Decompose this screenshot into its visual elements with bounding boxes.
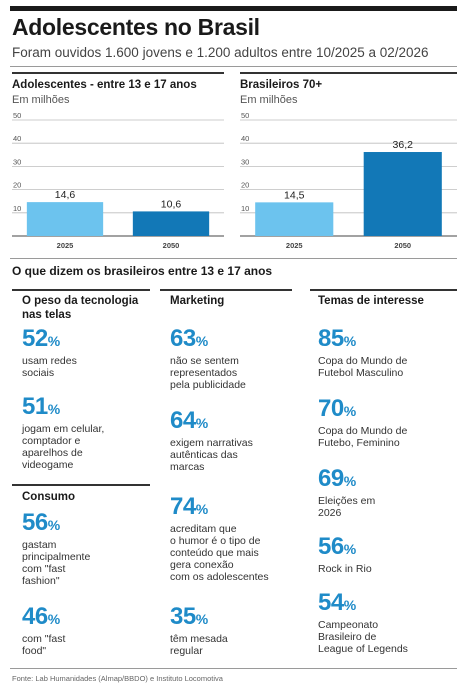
chart-brasileiros-70: 10 20 30 40 50 14,5 2025 36,2 2050 bbox=[240, 111, 457, 250]
stat-narrativas: 64% exigem narrativas autênticas das mar… bbox=[170, 407, 253, 474]
stat-desc: têm mesada regular bbox=[170, 633, 228, 657]
stat-desc: Campeonato Brasileiro de League of Legen… bbox=[318, 619, 408, 655]
stat-rock-in-rio: 56% Rock in Rio bbox=[318, 533, 372, 576]
y-tick-label: 20 bbox=[13, 181, 21, 190]
stat-lol: 54% Campeonato Brasileiro de League of L… bbox=[318, 589, 408, 656]
y-tick-label: 10 bbox=[13, 204, 21, 213]
divider bbox=[10, 668, 457, 669]
stat-value: 35 bbox=[170, 603, 196, 630]
chart1-unit: Em milhões bbox=[12, 94, 70, 106]
source-note: Fonte: Lab Humanidades (Almap/BBDO) e In… bbox=[12, 674, 223, 683]
stat-desc: usam redes sociais bbox=[22, 355, 77, 379]
y-tick-label: 20 bbox=[241, 181, 249, 190]
stat-fast-fashion: 56% gastam principalmente com "fast fash… bbox=[22, 509, 91, 588]
bar-2025 bbox=[26, 202, 104, 236]
y-tick-label: 10 bbox=[241, 204, 249, 213]
percent-sign: % bbox=[343, 333, 357, 349]
stat-desc: não se sentem representados pela publici… bbox=[170, 355, 246, 391]
bar-2050 bbox=[363, 152, 442, 236]
y-tick-label: 30 bbox=[241, 157, 249, 166]
stat-eleicoes: 69% Eleições em 2026 bbox=[318, 465, 376, 520]
stat-desc: Eleições em 2026 bbox=[318, 495, 376, 519]
stat-value: 56 bbox=[318, 533, 344, 560]
percent-sign: % bbox=[47, 517, 61, 533]
divider bbox=[10, 66, 457, 67]
y-tick-label: 40 bbox=[13, 134, 21, 143]
survey-title: O que dizem os brasileiros entre 13 e 17… bbox=[12, 264, 273, 278]
percent-sign: % bbox=[343, 473, 357, 489]
marketing-title: Marketing bbox=[170, 295, 225, 307]
x-tick-label: 2025 bbox=[286, 241, 303, 250]
stat-humor: 74% acreditam que o humor é o tipo de co… bbox=[170, 493, 269, 584]
y-tick-label: 50 bbox=[241, 111, 249, 120]
stat-desc: exigem narrativas autênticas das marcas bbox=[170, 437, 253, 473]
chart-adolescentes: 10 20 30 40 50 14,6 2025 10,6 2050 bbox=[12, 111, 224, 250]
chart1-title: Adolescentes - entre 13 e 17 anos bbox=[12, 79, 197, 91]
percent-sign: % bbox=[47, 401, 61, 417]
x-tick-label: 2050 bbox=[394, 241, 411, 250]
chart2-unit: Em milhões bbox=[240, 94, 298, 106]
stat-representados: 63% não se sentem representados pela pub… bbox=[170, 325, 246, 392]
stat-desc: Copa do Mundo de Futebol Masculino bbox=[318, 355, 408, 379]
stat-desc: jogam em celular, comptador e aparelhos … bbox=[22, 423, 105, 471]
y-tick-label: 30 bbox=[13, 157, 21, 166]
y-tick-label: 50 bbox=[13, 111, 21, 120]
stat-value: 54 bbox=[318, 589, 344, 616]
stat-desc: com "fast food" bbox=[22, 633, 66, 657]
stat-value: 85 bbox=[318, 325, 344, 352]
top-bar bbox=[10, 6, 457, 11]
col3-rule bbox=[310, 289, 457, 291]
consumo-title: Consumo bbox=[22, 491, 76, 503]
y-tick-label: 40 bbox=[241, 134, 249, 143]
bar-2050 bbox=[132, 211, 210, 236]
stat-desc: Rock in Rio bbox=[318, 563, 372, 575]
page-title: Adolescentes no Brasil bbox=[12, 14, 260, 40]
col1-rule bbox=[12, 289, 150, 291]
percent-sign: % bbox=[195, 333, 209, 349]
stat-value: 63 bbox=[170, 325, 196, 352]
divider bbox=[10, 258, 457, 259]
chart2-top-rule bbox=[240, 72, 457, 74]
temas-title: Temas de interesse bbox=[318, 295, 424, 307]
bar-value-label: 10,6 bbox=[161, 198, 182, 210]
percent-sign: % bbox=[343, 541, 357, 557]
stat-copa-masculino: 85% Copa do Mundo de Futebol Masculino bbox=[318, 325, 408, 380]
percent-sign: % bbox=[343, 597, 357, 613]
bar-value-label: 14,5 bbox=[284, 189, 305, 201]
stat-value: 51 bbox=[22, 393, 48, 420]
chart2-title: Brasileiros 70+ bbox=[240, 79, 323, 91]
bar-value-label: 36,2 bbox=[393, 139, 414, 151]
stat-desc: Copa do Mundo de Futebo, Feminino bbox=[318, 425, 408, 449]
page-subtitle: Foram ouvidos 1.600 jovens e 1.200 adult… bbox=[12, 45, 429, 60]
percent-sign: % bbox=[195, 415, 209, 431]
percent-sign: % bbox=[47, 333, 61, 349]
bar-2025 bbox=[255, 202, 334, 236]
stat-desc: gastam principalmente com "fast fashion" bbox=[22, 539, 91, 587]
x-tick-label: 2050 bbox=[163, 241, 180, 250]
stat-value: 56 bbox=[22, 509, 48, 536]
stat-fast-food: 46% com "fast food" bbox=[22, 603, 66, 658]
stat-redes-sociais: 52% usam redes sociais bbox=[22, 325, 77, 380]
stat-value: 52 bbox=[22, 325, 48, 352]
stat-desc: acreditam que o humor é o tipo de conteú… bbox=[170, 523, 269, 583]
stat-copa-feminino: 70% Copa do Mundo de Futebo, Feminino bbox=[318, 395, 408, 450]
bar-value-label: 14,6 bbox=[55, 189, 76, 201]
stat-value: 69 bbox=[318, 465, 344, 492]
percent-sign: % bbox=[195, 611, 209, 627]
x-tick-label: 2025 bbox=[57, 241, 74, 250]
chart1-top-rule bbox=[12, 72, 224, 74]
stat-mesada: 35% têm mesada regular bbox=[170, 603, 228, 658]
col1-consumo-rule bbox=[12, 484, 150, 486]
percent-sign: % bbox=[47, 611, 61, 627]
col2-rule bbox=[160, 289, 292, 291]
stat-jogam: 51% jogam em celular, comptador e aparel… bbox=[22, 393, 105, 472]
tecnologia-title: O peso da tecnologia nas telas bbox=[22, 295, 139, 321]
stat-value: 46 bbox=[22, 603, 48, 630]
stat-value: 70 bbox=[318, 395, 344, 422]
percent-sign: % bbox=[343, 403, 357, 419]
stat-value: 74 bbox=[170, 493, 196, 520]
stat-value: 64 bbox=[170, 407, 196, 434]
percent-sign: % bbox=[195, 501, 209, 517]
